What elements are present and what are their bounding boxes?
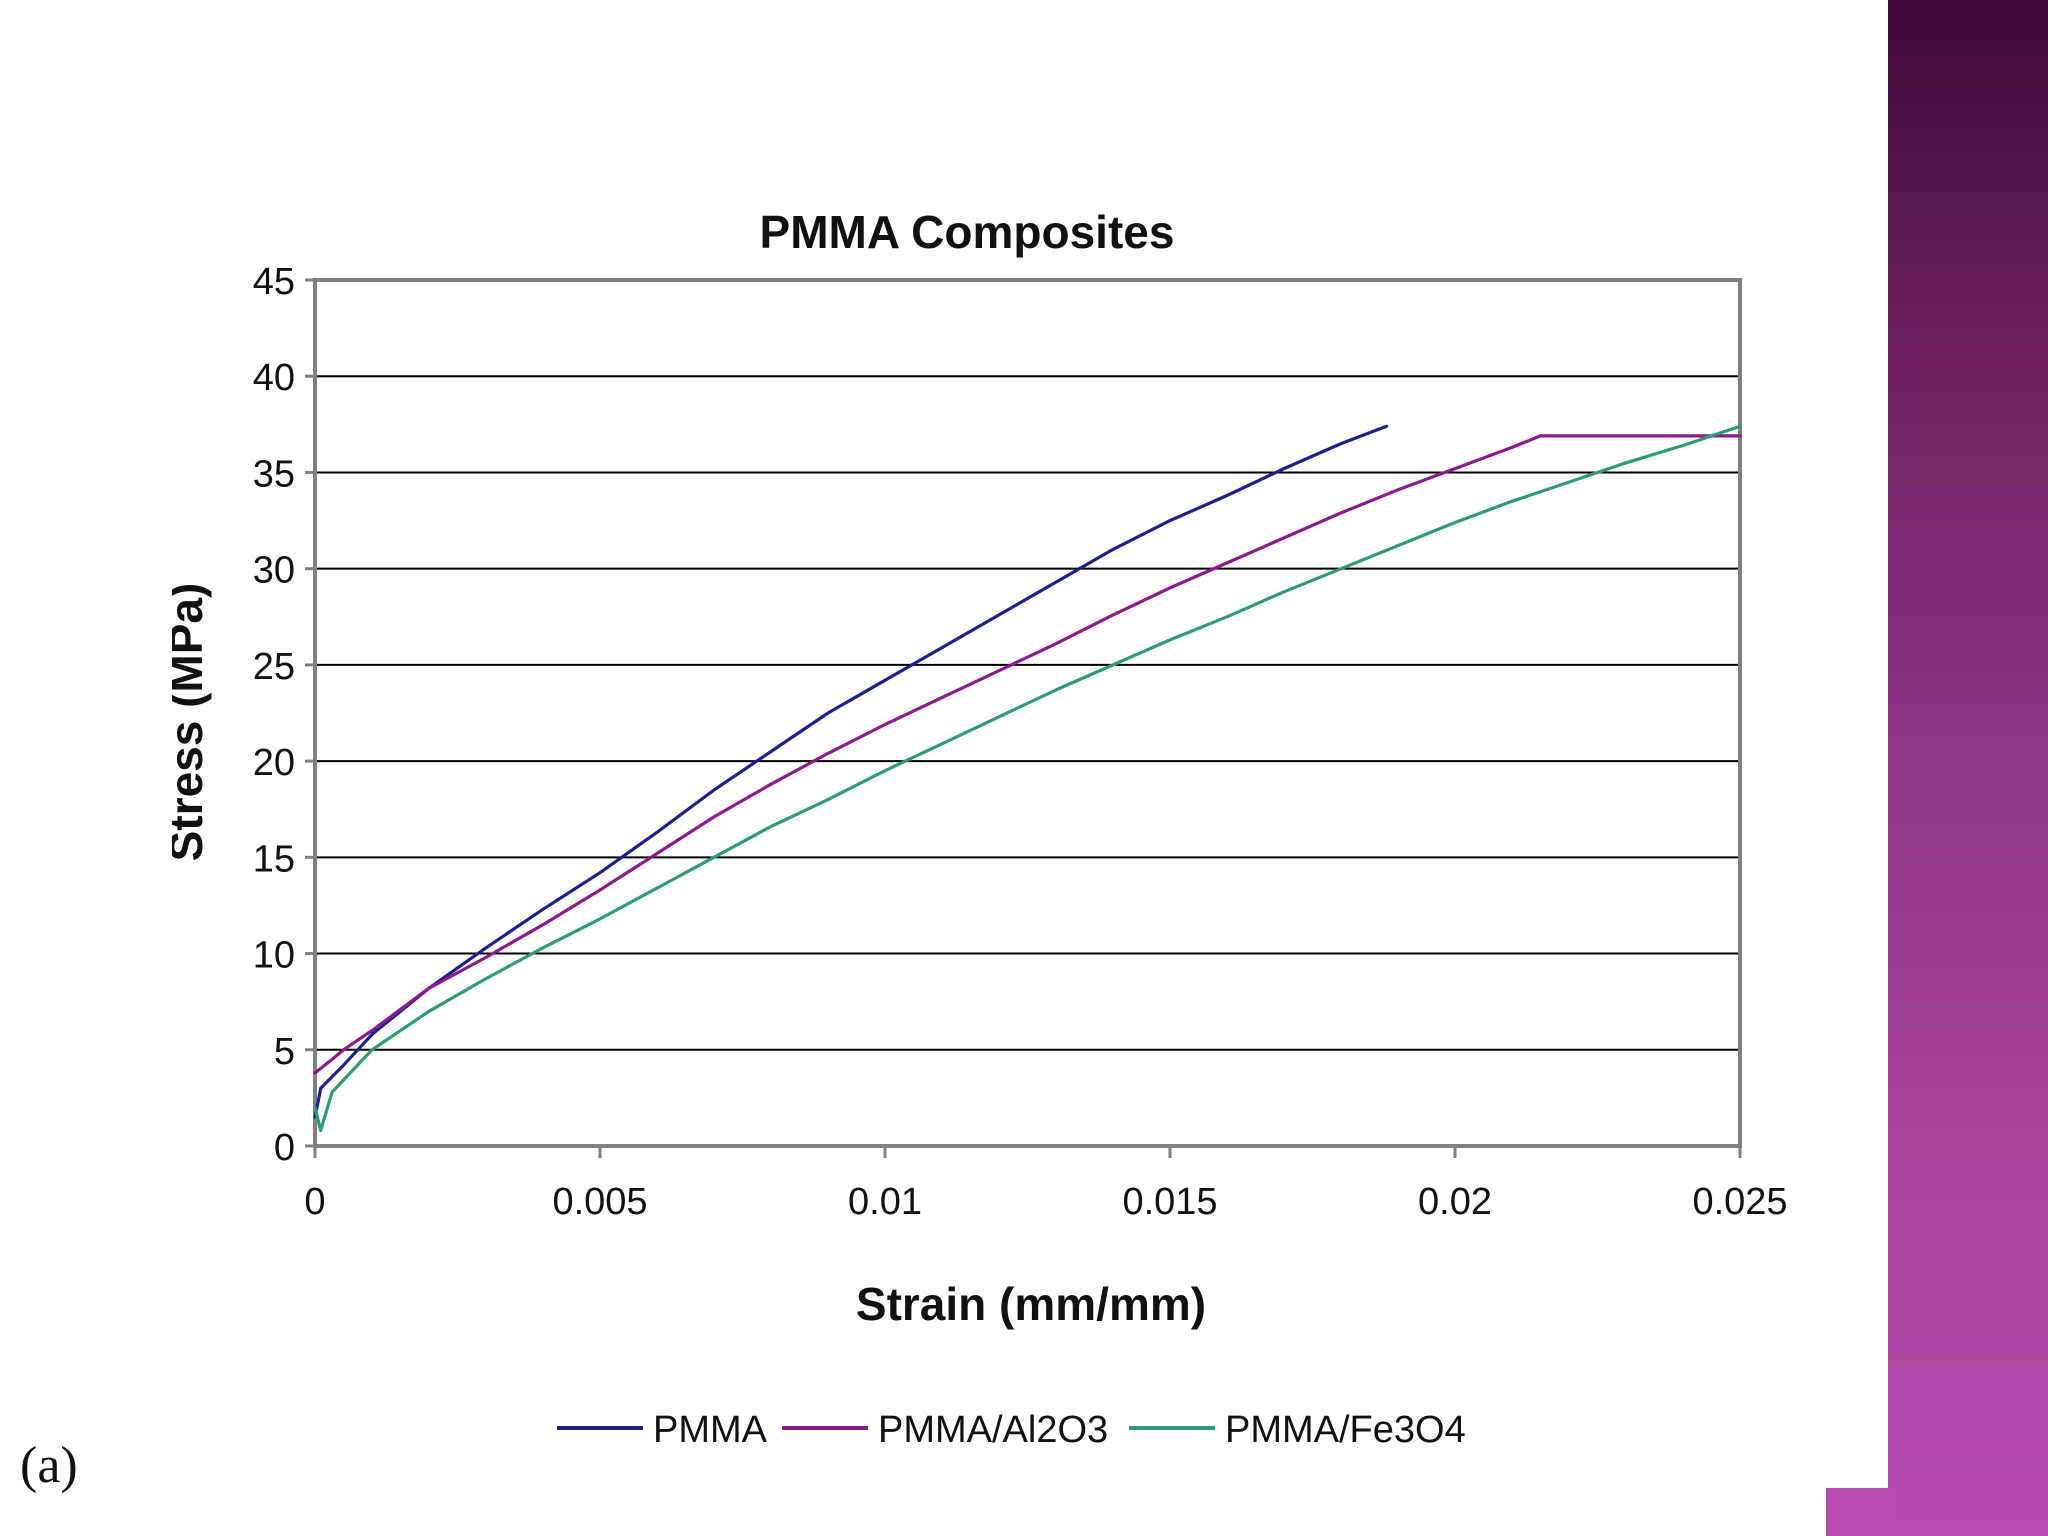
y-tick-label: 25 xyxy=(253,646,295,688)
figure-label: (a) xyxy=(20,1437,78,1494)
chart-title: PMMA Composites xyxy=(760,206,1175,258)
decorative-side-band xyxy=(1888,0,2048,1536)
chart-panel: PMMA Composites 0 5 10 15 20 25 30 35 40 45 0 0.005… xyxy=(172,178,1872,1478)
y-tick-label: 5 xyxy=(274,1031,295,1073)
x-tick-label: 0.01 xyxy=(848,1181,922,1223)
y-tick-label: 0 xyxy=(274,1127,295,1169)
x-tick-label: 0.015 xyxy=(1122,1181,1217,1223)
y-tick-label: 35 xyxy=(253,453,295,495)
y-tick-label: 45 xyxy=(253,261,295,303)
legend-label-pmma-al2o3: PMMA/Al2O3 xyxy=(878,1409,1108,1451)
x-tick-label: 0.02 xyxy=(1418,1181,1492,1223)
x-tick-label: 0 xyxy=(304,1181,325,1223)
y-tick-label: 15 xyxy=(253,838,295,880)
chart-legend: PMMA PMMA/Al2O3 PMMA/Fe3O4 xyxy=(557,1409,1466,1451)
x-axis-title: Strain (mm/mm) xyxy=(856,1278,1206,1330)
y-axis-title: Stress (MPa) xyxy=(172,583,212,862)
axis-ticks: 0 5 10 15 20 25 30 35 40 45 0 0.005 0.01 0.015 0.02 0.0… xyxy=(253,261,1788,1223)
y-tick-label: 30 xyxy=(253,550,295,592)
plot-area-border xyxy=(313,278,1742,1148)
legend-label-pmma-fe3o4: PMMA/Fe3O4 xyxy=(1225,1409,1466,1451)
x-tick-label: 0.025 xyxy=(1692,1181,1787,1223)
data-series xyxy=(313,424,1742,1133)
series-line-pmma-fe3o4 xyxy=(313,424,1742,1133)
legend-label-pmma: PMMA xyxy=(653,1409,768,1451)
series-line-pmma-al2o3 xyxy=(313,434,1742,1075)
gridlines xyxy=(315,375,1740,1051)
y-tick-label: 10 xyxy=(253,935,295,977)
y-tick-label: 40 xyxy=(253,357,295,399)
decorative-side-band-step xyxy=(1826,1488,1896,1536)
x-tick-label: 0.005 xyxy=(552,1181,647,1223)
y-tick-label: 20 xyxy=(253,742,295,784)
series-line-pmma xyxy=(313,424,1389,1119)
stress-strain-chart: PMMA Composites 0 5 10 15 20 25 30 35 40 45 0 0.005… xyxy=(172,206,1788,1451)
